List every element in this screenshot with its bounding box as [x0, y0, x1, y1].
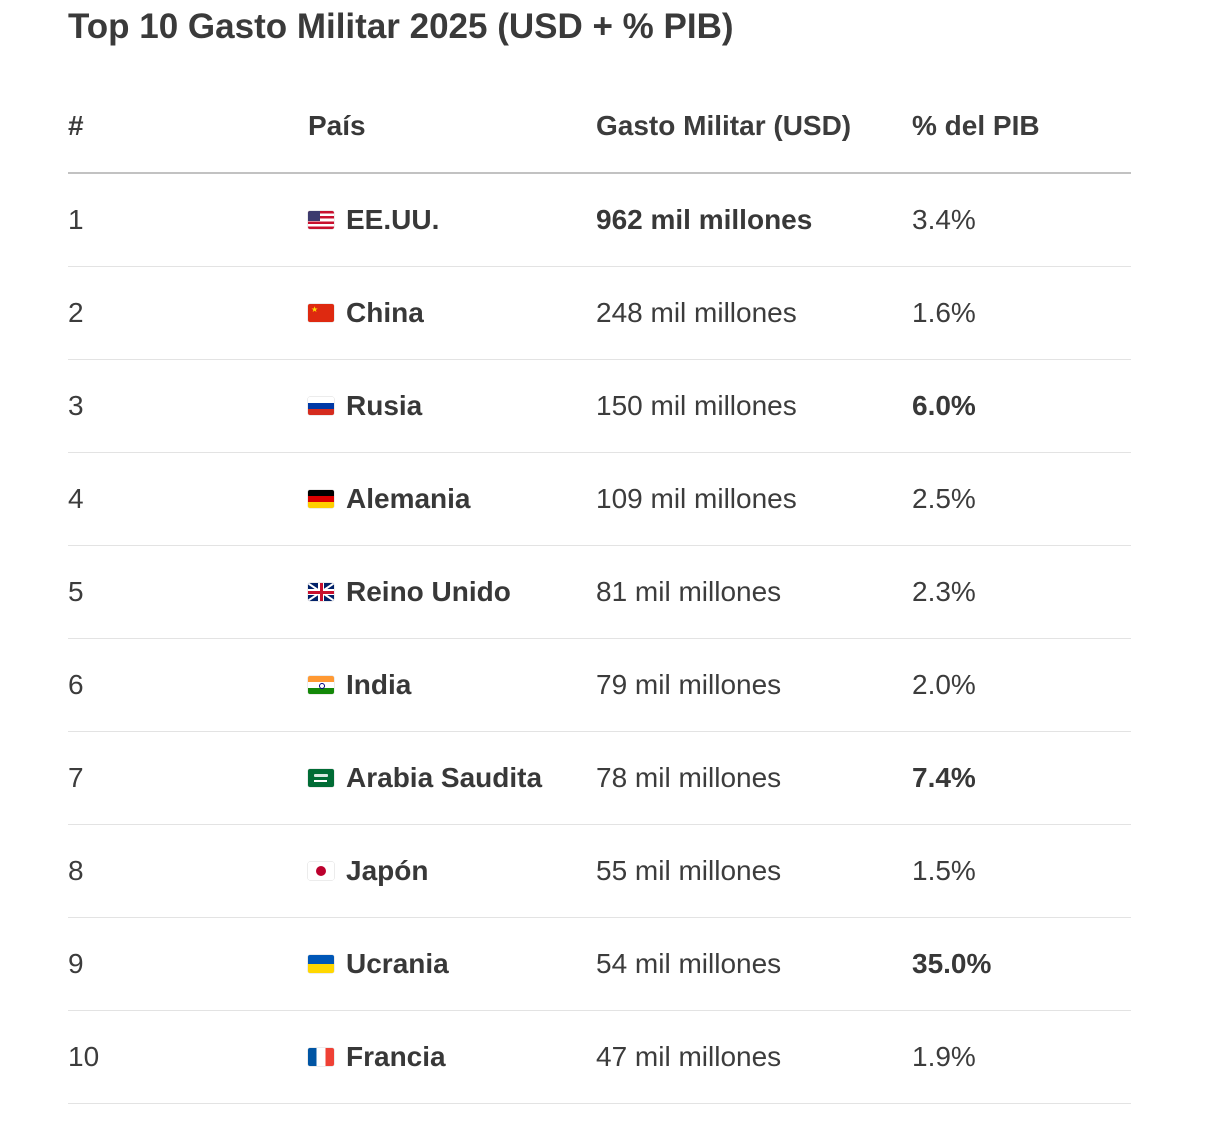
spending-cell: 150 mil millones	[596, 390, 797, 421]
gb-flag-icon	[308, 583, 334, 601]
rank-cell: 10	[68, 1041, 100, 1072]
ua-flag-icon	[308, 955, 334, 973]
country-cell: EE.UU.	[308, 174, 439, 266]
rank-cell: 8	[68, 855, 84, 886]
de-flag-icon	[308, 490, 334, 508]
country-cell: Ucrania	[308, 918, 449, 1010]
table-row: 9 Ucrania 54 mil millones 35.0%	[68, 918, 1131, 1011]
in-flag-icon	[308, 676, 334, 694]
spending-cell: 78 mil millones	[596, 762, 782, 793]
header-spending: Gasto Militar (USD)	[596, 110, 852, 141]
table-row: 1 EE.UU. 962 mil millones 3.4%	[68, 174, 1131, 267]
country-name: Arabia Saudita	[346, 762, 543, 793]
country-name: Rusia	[346, 390, 423, 421]
rank-cell: 6	[68, 669, 84, 700]
gdp-pct-cell: 2.5%	[912, 483, 976, 514]
rank-cell: 3	[68, 390, 84, 421]
country-name: Francia	[346, 1041, 446, 1072]
rank-cell: 9	[68, 948, 84, 979]
spending-cell: 962 mil millones	[596, 204, 813, 235]
country-name: EE.UU.	[346, 204, 440, 235]
country-name: Reino Unido	[346, 576, 511, 607]
military-spending-table: # País Gasto Militar (USD) % del PIB 1 E…	[68, 80, 1131, 1104]
spending-cell: 81 mil millones	[596, 576, 782, 607]
gdp-pct-cell: 3.4%	[912, 204, 976, 235]
country-cell: Alemania	[308, 453, 471, 545]
country-cell: India	[308, 639, 411, 731]
table-row: 4 Alemania 109 mil millones 2.5%	[68, 453, 1131, 546]
rank-cell: 1	[68, 204, 84, 235]
country-name: Alemania	[346, 483, 471, 514]
gdp-pct-cell: 1.5%	[912, 855, 976, 886]
gdp-pct-cell: 2.3%	[912, 576, 976, 607]
spending-cell: 79 mil millones	[596, 669, 782, 700]
cn-flag-icon: ★	[308, 304, 334, 322]
gdp-pct-cell: 1.9%	[912, 1041, 976, 1072]
table-header-row: # País Gasto Militar (USD) % del PIB	[68, 80, 1131, 174]
gdp-pct-cell: 7.4%	[912, 762, 976, 793]
country-cell: ★ China	[308, 267, 424, 359]
table-row: 8 Japón 55 mil millones 1.5%	[68, 825, 1131, 918]
page-title: Top 10 Gasto Militar 2025 (USD + % PIB)	[68, 7, 734, 46]
spending-cell: 109 mil millones	[596, 483, 797, 514]
gdp-pct-cell: 35.0%	[912, 948, 992, 979]
table-row: 7 Arabia Saudita 78 mil millones 7.4%	[68, 732, 1131, 825]
country-cell: Reino Unido	[308, 546, 511, 638]
table-row: 3 Rusia 150 mil millones 6.0%	[68, 360, 1131, 453]
rank-cell: 4	[68, 483, 84, 514]
header-country: País	[308, 110, 366, 141]
sa-flag-icon	[308, 769, 334, 787]
rank-cell: 5	[68, 576, 84, 607]
country-cell: Rusia	[308, 360, 422, 452]
country-name: Ucrania	[346, 948, 449, 979]
gdp-pct-cell: 2.0%	[912, 669, 976, 700]
rank-cell: 2	[68, 297, 84, 328]
ru-flag-icon	[308, 397, 334, 415]
table-row: 2 ★ China 248 mil millones 1.6%	[68, 267, 1131, 360]
country-name: China	[346, 297, 424, 328]
table-row: 5 Reino Unido 81 mil millones 2.3%	[68, 546, 1131, 639]
gdp-pct-cell: 1.6%	[912, 297, 976, 328]
country-cell: Francia	[308, 1011, 446, 1103]
country-name: Japón	[346, 855, 429, 886]
spending-cell: 47 mil millones	[596, 1041, 782, 1072]
spending-cell: 54 mil millones	[596, 948, 782, 979]
spending-cell: 248 mil millones	[596, 297, 797, 328]
header-gdp: % del PIB	[912, 110, 1040, 141]
table-body: 1 EE.UU. 962 mil millones 3.4% 2 ★ China…	[68, 174, 1131, 1104]
country-name: India	[346, 669, 412, 700]
rank-cell: 7	[68, 762, 84, 793]
gdp-pct-cell: 6.0%	[912, 390, 976, 421]
fr-flag-icon	[308, 1048, 334, 1066]
header-rank: #	[68, 110, 84, 141]
table-row: 6 India 79 mil millones 2.0%	[68, 639, 1131, 732]
spending-cell: 55 mil millones	[596, 855, 782, 886]
jp-flag-icon	[308, 862, 334, 880]
table-row: 10 Francia 47 mil millones 1.9%	[68, 1011, 1131, 1104]
country-cell: Arabia Saudita	[308, 732, 542, 824]
country-cell: Japón	[308, 825, 428, 917]
us-flag-icon	[308, 211, 334, 229]
